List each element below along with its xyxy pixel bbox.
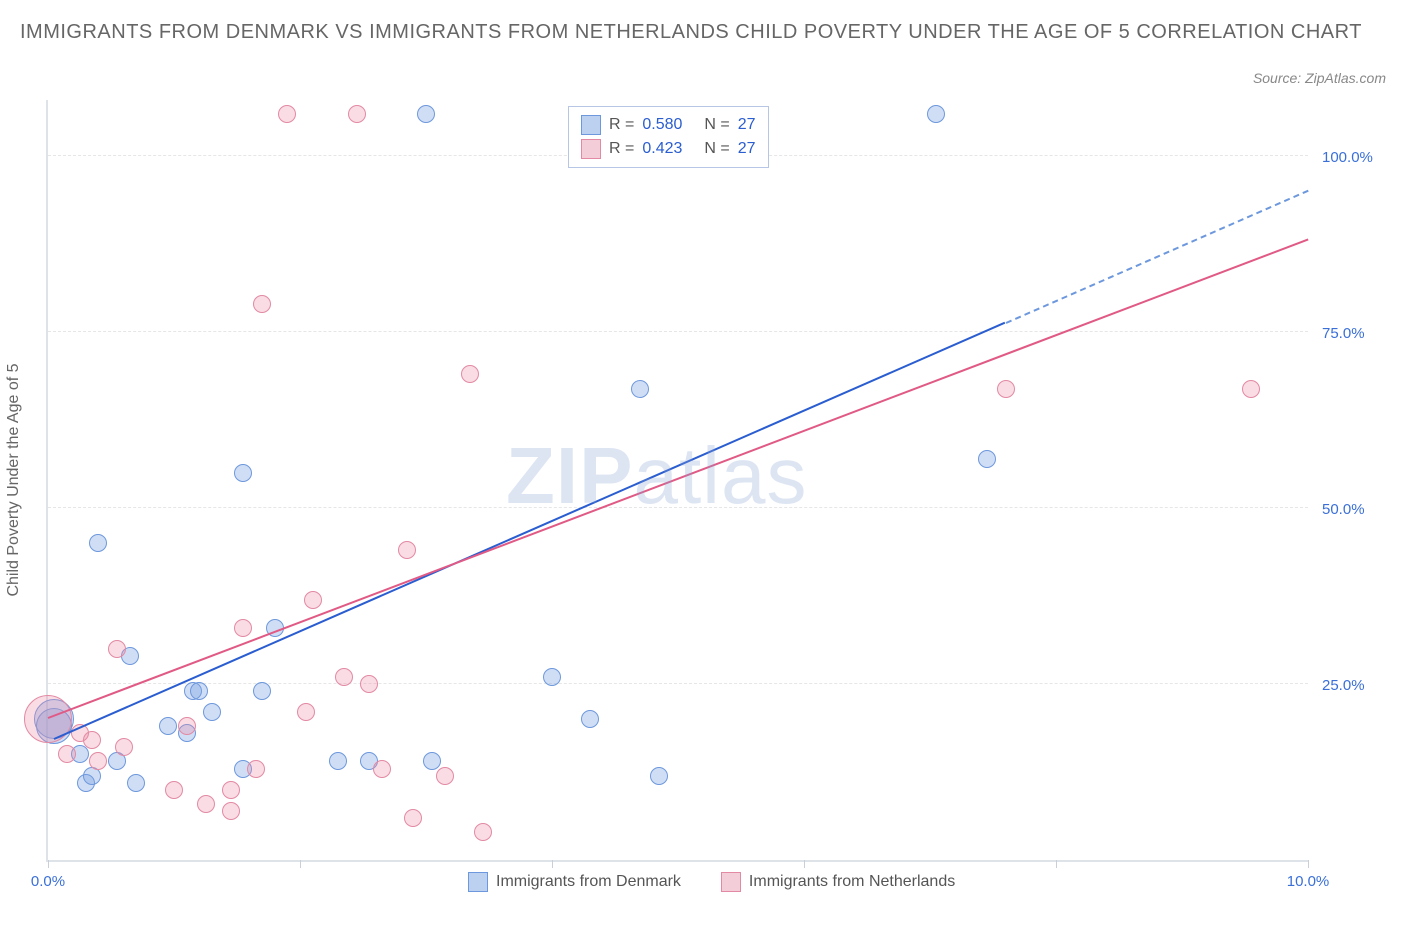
scatter-point	[115, 738, 133, 756]
x-tick-label: 0.0%	[31, 873, 65, 890]
scatter-point	[89, 752, 107, 770]
scatter-point	[436, 767, 454, 785]
legend-n-value: 27	[738, 116, 756, 134]
scatter-point	[978, 450, 996, 468]
scatter-point	[543, 668, 561, 686]
scatter-point	[58, 745, 76, 763]
y-tick-label: 75.0%	[1322, 325, 1365, 342]
series-legend-item: Immigrants from Denmark	[468, 872, 681, 892]
scatter-point	[335, 668, 353, 686]
series-name: Immigrants from Netherlands	[749, 873, 955, 891]
scatter-point	[165, 781, 183, 799]
scatter-point	[24, 695, 72, 743]
legend-r-value: 0.580	[642, 116, 682, 134]
scatter-point	[373, 760, 391, 778]
regression-line	[54, 322, 1006, 740]
legend-n-label: N =	[704, 140, 729, 158]
legend-swatch	[581, 115, 601, 135]
legend-r-label: R =	[609, 140, 634, 158]
legend-n-value: 27	[738, 140, 756, 158]
grid-line	[48, 331, 1308, 332]
chart-title: IMMIGRANTS FROM DENMARK VS IMMIGRANTS FR…	[0, 0, 1406, 50]
series-name: Immigrants from Denmark	[496, 873, 681, 891]
legend-row: R = 0.580 N = 27	[581, 113, 756, 137]
scatter-point	[417, 105, 435, 123]
source-name: ZipAtlas.com	[1305, 70, 1386, 86]
source-credit: Source: ZipAtlas.com	[1253, 70, 1386, 86]
chart-area: 25.0%50.0%75.0%100.0%0.0%10.0%R = 0.580N…	[46, 100, 1386, 870]
scatter-point	[581, 710, 599, 728]
legend-swatch	[581, 139, 601, 159]
legend-n-label: N =	[704, 116, 729, 134]
scatter-point	[461, 365, 479, 383]
scatter-point	[203, 703, 221, 721]
scatter-point	[234, 464, 252, 482]
scatter-point	[108, 640, 126, 658]
y-tick-label: 100.0%	[1322, 149, 1373, 166]
scatter-point	[253, 295, 271, 313]
scatter-point	[1242, 380, 1260, 398]
plot-region: 25.0%50.0%75.0%100.0%0.0%10.0%R = 0.580N…	[46, 100, 1308, 862]
scatter-point	[304, 591, 322, 609]
grid-line	[48, 507, 1308, 508]
scatter-point	[247, 760, 265, 778]
scatter-point	[222, 802, 240, 820]
scatter-point	[360, 675, 378, 693]
x-tick-label: 10.0%	[1287, 873, 1330, 890]
scatter-point	[297, 703, 315, 721]
scatter-point	[89, 534, 107, 552]
scatter-point	[127, 774, 145, 792]
scatter-point	[197, 795, 215, 813]
scatter-point	[348, 105, 366, 123]
scatter-point	[234, 619, 252, 637]
scatter-point	[278, 105, 296, 123]
scatter-point	[631, 380, 649, 398]
x-tick	[552, 860, 553, 868]
scatter-point	[178, 717, 196, 735]
x-tick	[1056, 860, 1057, 868]
scatter-point	[190, 682, 208, 700]
correlation-legend: R = 0.580 N = 27 R = 0.423 N = 27	[568, 106, 769, 168]
series-legend: Immigrants from Denmark Immigrants from N…	[468, 872, 955, 892]
x-tick	[300, 860, 301, 868]
y-tick-label: 25.0%	[1322, 677, 1365, 694]
legend-swatch	[721, 872, 741, 892]
scatter-point	[329, 752, 347, 770]
scatter-point	[404, 809, 422, 827]
scatter-point	[253, 682, 271, 700]
scatter-point	[159, 717, 177, 735]
legend-row: R = 0.423 N = 27	[581, 137, 756, 161]
legend-r-label: R =	[609, 116, 634, 134]
grid-line	[48, 683, 1308, 684]
source-label: Source:	[1253, 70, 1301, 86]
scatter-point	[927, 105, 945, 123]
y-axis-label: Child Poverty Under the Age of 5	[5, 363, 23, 596]
legend-r-value: 0.423	[642, 140, 682, 158]
x-tick	[1308, 860, 1309, 868]
scatter-point	[474, 823, 492, 841]
x-tick	[48, 860, 49, 868]
scatter-point	[83, 731, 101, 749]
x-tick	[804, 860, 805, 868]
series-legend-item: Immigrants from Netherlands	[721, 872, 955, 892]
scatter-point	[222, 781, 240, 799]
scatter-point	[398, 541, 416, 559]
scatter-point	[650, 767, 668, 785]
legend-swatch	[468, 872, 488, 892]
scatter-point	[997, 380, 1015, 398]
y-tick-label: 50.0%	[1322, 501, 1365, 518]
